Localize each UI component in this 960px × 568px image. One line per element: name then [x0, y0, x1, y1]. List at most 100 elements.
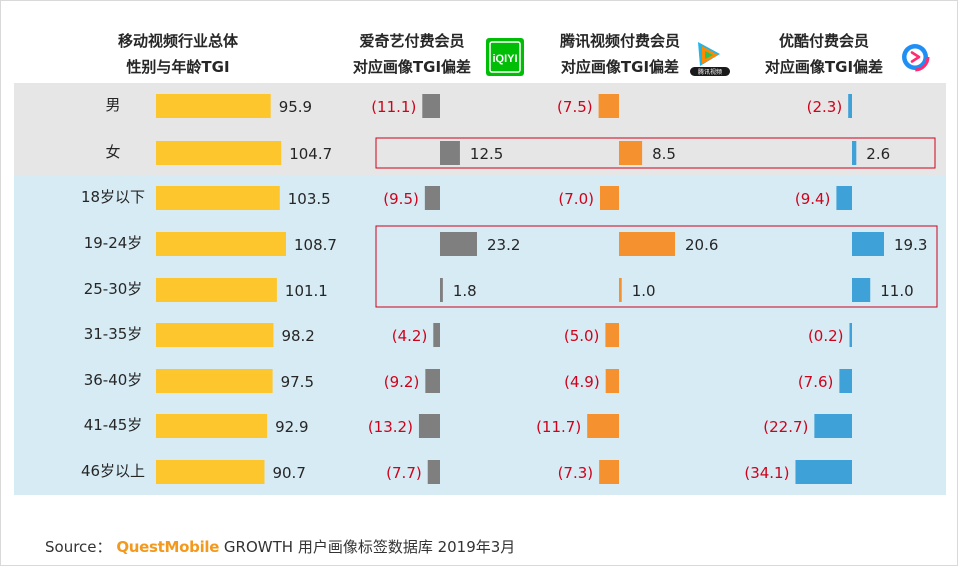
iqiyi-bar — [440, 278, 443, 302]
iqiyi-bar — [440, 141, 460, 165]
youku-bar — [852, 278, 871, 302]
youku-bar — [795, 460, 852, 484]
tencent-bar — [619, 141, 643, 165]
youku-value-label: 11.0 — [880, 282, 913, 300]
highlight-box-19-30 — [375, 225, 938, 308]
youku-value-label: (7.6) — [798, 373, 834, 391]
youku-value-label: (2.3) — [807, 98, 843, 116]
category-label: 36-40岁 — [84, 371, 143, 389]
overall-value-label: 92.9 — [275, 418, 308, 436]
header-industry-line2: 性别与年龄TGI — [126, 58, 230, 76]
category-label: 31-35岁 — [84, 325, 143, 343]
tencent-bar — [599, 186, 619, 210]
overall-bar — [156, 323, 274, 347]
category-label: 18岁以下 — [81, 188, 145, 206]
tencent-value-label: (7.3) — [558, 464, 594, 482]
header-youku-line1: 优酷付费会员 — [778, 32, 869, 50]
iqiyi-value-label: (11.1) — [371, 98, 416, 116]
youku-value-label: (34.1) — [744, 464, 789, 482]
iqiyi-value-label: (4.2) — [392, 327, 428, 345]
source-note: Source： QuestMobile GROWTH 用户画像标签数据库 201… — [45, 536, 515, 557]
youku-bar — [852, 141, 857, 165]
source-text: GROWTH 用户画像标签数据库 2019年3月 — [223, 538, 516, 556]
youku-bar — [839, 369, 852, 393]
tencent-bar — [599, 460, 619, 484]
overall-value-label: 103.5 — [288, 190, 331, 208]
overall-bar — [156, 232, 286, 256]
tencent-value-label: (7.0) — [558, 190, 594, 208]
header-industry: 移动视频行业总体 性别与年龄TGI — [88, 28, 268, 80]
tencent-bar — [619, 232, 675, 256]
youku-bar — [836, 186, 852, 210]
highlight-box-female — [375, 137, 936, 169]
overall-value-label: 90.7 — [272, 464, 305, 482]
header-iqiyi-line2: 对应画像TGI偏差 — [352, 58, 472, 76]
category-label: 19-24岁 — [84, 234, 143, 252]
youku-bar — [848, 94, 852, 118]
category-label: 41-45岁 — [84, 416, 143, 434]
iqiyi-value-label: 1.8 — [453, 282, 477, 300]
tencent-logo-text: 腾讯视频 — [698, 68, 722, 76]
iqiyi-value-label: (7.7) — [386, 464, 422, 482]
category-label: 46岁以上 — [81, 462, 145, 480]
iqiyi-value-label: (9.5) — [383, 190, 419, 208]
iqiyi-bar — [433, 323, 440, 347]
youku-value-label: (9.4) — [795, 190, 831, 208]
youku-value-label: (22.7) — [763, 418, 808, 436]
overall-value-label: 97.5 — [281, 373, 314, 391]
iqiyi-bar — [427, 460, 440, 484]
youku-logo-icon — [900, 42, 930, 72]
tencent-value-label: 20.6 — [685, 236, 718, 254]
tencent-value-label: (7.5) — [557, 98, 593, 116]
tencent-bar — [605, 369, 619, 393]
tencent-value-label: 8.5 — [652, 145, 676, 163]
iqiyi-logo: iQIYI — [486, 38, 524, 76]
overall-value-label: 95.9 — [279, 98, 312, 116]
iqiyi-value-label: (13.2) — [368, 418, 413, 436]
overall-bar — [156, 460, 265, 484]
overall-value-label: 108.7 — [294, 236, 337, 254]
iqiyi-bar — [418, 414, 440, 438]
header-tencent-line2: 对应画像TGI偏差 — [560, 58, 680, 76]
youku-bar — [814, 414, 852, 438]
tencent-bar — [605, 323, 619, 347]
youku-bar — [849, 323, 852, 347]
iqiyi-bar — [425, 369, 440, 393]
iqiyi-bar — [440, 232, 477, 256]
category-label: 25-30岁 — [84, 280, 143, 298]
overall-bar — [156, 186, 280, 210]
overall-bar — [156, 414, 268, 438]
tencent-value-label: (5.0) — [564, 327, 600, 345]
overall-bar — [156, 94, 271, 118]
overall-bar — [156, 369, 273, 393]
youku-value-label: (0.2) — [808, 327, 844, 345]
youku-value-label: 2.6 — [866, 145, 890, 163]
overall-value-label: 101.1 — [285, 282, 328, 300]
header-iqiyi: 爱奇艺付费会员 对应画像TGI偏差 — [342, 28, 482, 80]
header-youku: 优酷付费会员 对应画像TGI偏差 — [752, 28, 896, 80]
iqiyi-value-label: (9.2) — [384, 373, 420, 391]
tencent-bar — [619, 278, 622, 302]
header-industry-line1: 移动视频行业总体 — [117, 32, 238, 50]
age-band — [14, 175, 946, 495]
iqiyi-bar — [422, 94, 440, 118]
tencent-bar — [598, 94, 619, 118]
tencent-value-label: (4.9) — [564, 373, 600, 391]
source-prefix: Source： — [45, 538, 112, 556]
overall-value-label: 104.7 — [289, 145, 332, 163]
category-label: 男 — [105, 96, 120, 114]
category-label: 女 — [105, 143, 120, 161]
overall-value-label: 98.2 — [281, 327, 314, 345]
header-tencent: 腾讯视频付费会员 对应画像TGI偏差 — [548, 28, 692, 80]
tencent-value-label: 1.0 — [632, 282, 656, 300]
youku-bar — [852, 232, 884, 256]
iqiyi-value-label: 12.5 — [470, 145, 503, 163]
youku-value-label: 19.3 — [894, 236, 927, 254]
tencent-bar — [587, 414, 619, 438]
header-youku-line2: 对应画像TGI偏差 — [764, 58, 884, 76]
header-iqiyi-line1: 爱奇艺付费会员 — [359, 32, 465, 50]
iqiyi-logo-text: iQIYI — [492, 53, 517, 65]
overall-bar — [156, 141, 282, 165]
